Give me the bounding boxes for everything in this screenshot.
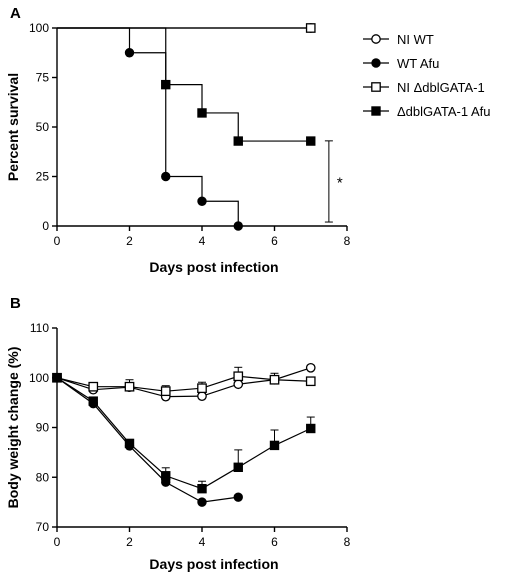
x-tick-label: 8	[344, 234, 351, 248]
legend-marker	[371, 82, 381, 92]
y-axis-title: Percent survival	[5, 73, 21, 181]
series-3	[57, 27, 316, 146]
legend-marker	[371, 106, 381, 116]
x-axis-title: Days post infection	[149, 556, 278, 572]
series-1	[57, 27, 243, 231]
significance-label: *	[337, 174, 343, 191]
x-tick-label: 8	[344, 535, 351, 549]
legend-label: NI ΔdblGATA-1	[397, 80, 485, 95]
legend-item: NI ΔdblGATA-1	[363, 80, 485, 95]
data-point	[197, 483, 207, 494]
series-line	[56, 377, 312, 490]
y-tick-label: 90	[36, 421, 50, 435]
legend-marker	[371, 58, 381, 68]
data-point	[160, 386, 171, 397]
data-point	[124, 381, 135, 392]
legend-marker	[371, 34, 381, 44]
legend-label: WT Afu	[397, 56, 439, 71]
y-tick-label: 100	[29, 371, 49, 385]
series-2	[52, 366, 316, 397]
y-tick-label: 50	[36, 120, 50, 134]
panel-B: B 70 80 90 100 110 0 2 4 6 8 Days post infection Bod…	[5, 295, 351, 572]
data-point	[305, 376, 316, 387]
data-point	[124, 48, 135, 58]
x-axis-title: Days post infection	[149, 259, 278, 275]
y-tick-label: 80	[36, 470, 50, 484]
data-point	[233, 371, 244, 382]
y-tick-label: 70	[36, 520, 50, 534]
axes	[52, 327, 348, 532]
legend-label: ΔdblGATA-1 Afu	[397, 104, 490, 119]
data-point	[161, 79, 171, 90]
panel-A: A 0 25 50 75 100 0 2 4 6 8 Days post infection Perce…	[5, 5, 490, 275]
legend-item: ΔdblGATA-1 Afu	[363, 104, 490, 119]
data-point	[233, 136, 243, 146]
data-point	[197, 108, 207, 118]
y-tick-label: 0	[42, 219, 49, 233]
data-point	[161, 471, 171, 481]
data-point	[305, 23, 316, 33]
significance-bracket: *	[324, 140, 343, 223]
x-tick-label: 0	[54, 234, 61, 248]
x-tick-label: 6	[271, 234, 278, 248]
axes	[52, 27, 348, 231]
x-tick-label: 2	[126, 234, 133, 248]
x-tick-label: 4	[199, 234, 206, 248]
series-line	[56, 367, 311, 398]
series-line	[56, 377, 239, 503]
data-point	[197, 497, 207, 507]
data-point	[52, 373, 62, 383]
data-point	[197, 391, 207, 402]
x-tick-label: 4	[199, 535, 206, 549]
data-point	[233, 379, 244, 390]
data-point	[233, 462, 243, 473]
x-tick-label: 6	[271, 535, 278, 549]
data-point	[197, 196, 207, 206]
y-tick-label: 75	[36, 71, 50, 85]
series-3	[52, 373, 316, 494]
legend: NI WT WT Afu NI ΔdblGATA-1 ΔdblGATA-1 Afu	[363, 32, 490, 119]
x-tick-label: 0	[54, 535, 61, 549]
panel-letter: A	[10, 5, 21, 22]
series-line	[56, 375, 311, 392]
data-point	[269, 374, 280, 385]
legend-item: WT Afu	[363, 56, 439, 71]
data-point	[233, 221, 243, 231]
data-point	[306, 136, 316, 146]
data-point	[161, 171, 171, 182]
data-point	[306, 423, 316, 434]
data-point	[88, 381, 99, 392]
data-point	[88, 396, 98, 406]
y-tick-label: 110	[30, 321, 49, 335]
y-tick-label: 100	[29, 21, 49, 35]
survival-line	[57, 27, 239, 226]
y-tick-label: 25	[36, 170, 50, 184]
legend-item: NI WT	[363, 32, 434, 47]
data-point	[305, 362, 316, 373]
data-point	[233, 492, 243, 502]
x-tick-label: 2	[126, 535, 133, 549]
data-point	[197, 383, 207, 394]
legend-label: NI WT	[397, 32, 434, 47]
data-point	[269, 440, 280, 451]
panel-letter: B	[10, 295, 21, 312]
y-axis-title: Body weight change (%)	[5, 347, 21, 509]
survival-line	[57, 27, 311, 142]
data-point	[124, 438, 135, 449]
